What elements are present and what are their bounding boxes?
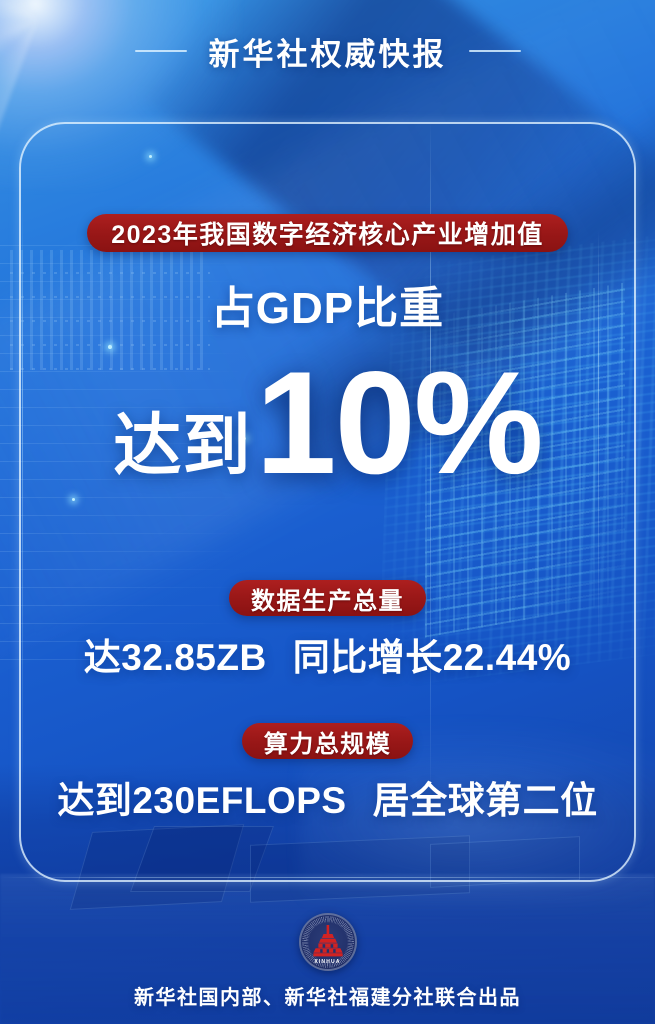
stat-value-primary: 达到230EFLOPS: [57, 780, 347, 821]
xinhua-logo-icon: XINHUA: [298, 913, 357, 971]
stat-block-computing-power: 算力总规模 达到230EFLOPS 居全球第二位: [57, 723, 597, 824]
stat-pill-badge: 算力总规模: [241, 723, 414, 759]
stat-pill-badge: 数据生产总量: [228, 580, 426, 616]
hero-statistic: 达到 10%: [113, 341, 543, 504]
stat-value-line: 达到230EFLOPS 居全球第二位: [57, 770, 597, 824]
stat-value-line: 达32.85ZB 同比增长22.44%: [84, 627, 571, 681]
content-frame-border: [19, 122, 636, 882]
poster-footer: XINHUA 新华社国内部、新华社福建分社联合出品: [0, 913, 655, 1010]
header-rule-right-icon: [468, 50, 521, 52]
footer-credit: 新华社国内部、新华社福建分社联合出品: [134, 987, 521, 1009]
header-rule-left-icon: [134, 50, 187, 52]
stat-value-primary: 达32.85ZB: [83, 637, 267, 678]
logo-wordmark: XINHUA: [314, 959, 341, 965]
poster-header: 新华社权威快报: [0, 26, 655, 76]
hero-value: 10%: [255, 341, 543, 504]
header-title: 新华社权威快报: [208, 36, 447, 72]
stat-value-secondary: 居全球第二位: [372, 780, 598, 821]
main-content: 2023年我国数字经济核心产业增加值 占GDP比重 达到 10% 数据生产总量 …: [0, 122, 655, 882]
subheadline: 占GDP比重: [210, 284, 445, 333]
stat-block-data-production: 数据生产总量 达32.85ZB 同比增长22.44%: [84, 580, 571, 681]
stat-value-secondary: 同比增长22.44%: [292, 637, 572, 678]
hero-prefix-label: 达到: [113, 408, 252, 484]
headline-pill-badge: 2023年我国数字经济核心产业增加值: [87, 214, 568, 252]
